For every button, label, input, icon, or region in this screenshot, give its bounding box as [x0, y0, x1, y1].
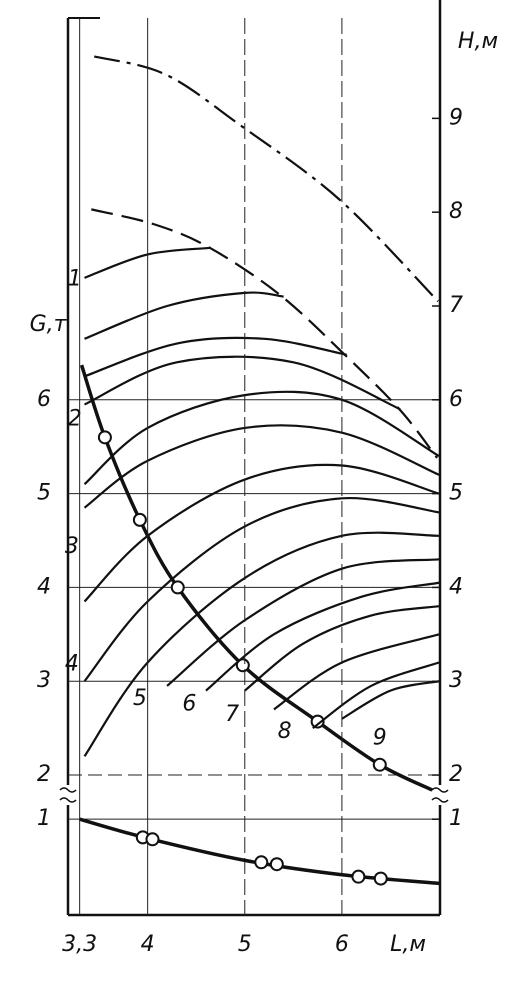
curve	[83, 390, 440, 486]
y-tick-label: 3	[37, 668, 51, 693]
data-point	[373, 871, 388, 886]
y2-tick-label: 1	[449, 806, 463, 831]
y2-tick-label: 8	[449, 199, 463, 224]
y-tick-label: 1	[37, 806, 51, 831]
curve	[83, 424, 440, 509]
curve-label: 8	[278, 719, 292, 744]
y-tick-label: 4	[37, 574, 51, 599]
curve	[83, 531, 440, 757]
x-tick-label: 4	[141, 932, 155, 957]
data-point	[145, 832, 160, 847]
data-point	[351, 869, 366, 884]
x-tick-label: 5	[238, 932, 252, 957]
curve	[84, 336, 347, 378]
curve	[205, 581, 440, 692]
data-point	[132, 512, 147, 527]
curve-label: 4	[65, 651, 79, 676]
curve	[84, 355, 401, 411]
y2-tick-label: 7	[449, 293, 463, 318]
curve-label: 9	[373, 725, 387, 750]
curve	[84, 291, 284, 340]
y2-tick-label: 6	[449, 387, 463, 412]
x-tick-label: 3,3	[62, 932, 97, 957]
x-axis-label: L,м	[390, 932, 426, 957]
curve-label: 6	[182, 692, 196, 717]
data-point	[310, 714, 325, 729]
curve-label: 2	[68, 407, 82, 432]
data-point	[269, 857, 284, 872]
y-tick-label: 2	[37, 762, 51, 787]
curve	[83, 463, 440, 603]
curve	[166, 558, 440, 687]
data-point	[170, 580, 185, 595]
curve-label: 5	[133, 686, 147, 711]
curve	[91, 208, 438, 459]
y2-tick-label: 9	[449, 105, 463, 130]
y2-tick-label: 2	[449, 762, 463, 787]
data-point	[372, 757, 387, 772]
data-point	[235, 658, 250, 673]
curve	[341, 680, 440, 720]
curve-label: 7	[225, 702, 239, 727]
y-tick-label: 6	[37, 387, 51, 412]
y2-tick-label: 5	[449, 481, 463, 506]
y2-tick-label: 4	[449, 574, 463, 599]
y2-axis-label: H,м	[458, 29, 498, 54]
curve-label: 1	[68, 267, 82, 292]
data-point	[254, 855, 269, 870]
curve	[93, 55, 439, 303]
curve	[244, 605, 440, 692]
y2-tick-label: 3	[449, 668, 463, 693]
curve	[312, 661, 440, 730]
axis-break	[431, 787, 449, 803]
axis-break	[59, 787, 77, 803]
curve-label: 3	[65, 534, 79, 559]
curve	[79, 364, 433, 792]
data-point	[97, 430, 112, 445]
y-axis-label: G,т	[30, 312, 68, 337]
x-tick-label: 6	[335, 932, 349, 957]
y-tick-label: 5	[37, 481, 51, 506]
